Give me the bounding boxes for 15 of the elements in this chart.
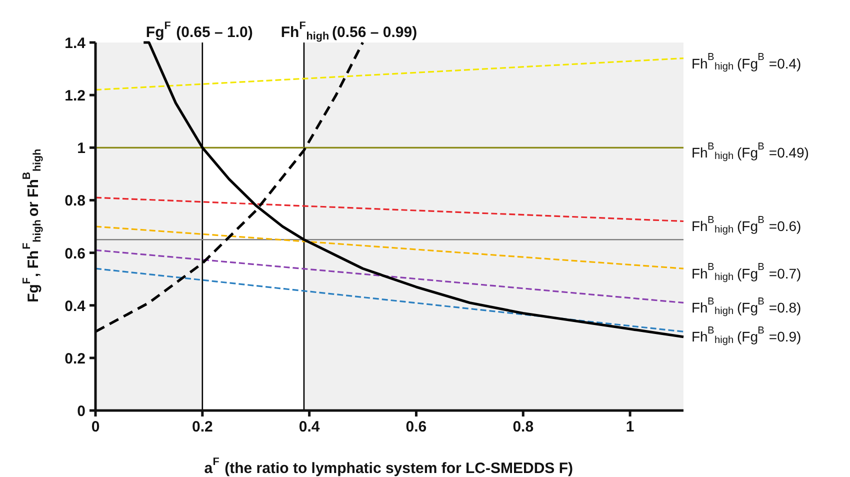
y-tick-label: 1.2 [64, 88, 86, 105]
y-tick-label: 0.2 [64, 350, 86, 368]
x-tick-label: 0.8 [512, 418, 534, 436]
x-tick-label: 0.4 [298, 418, 320, 436]
y-tick-label: 0 [77, 403, 86, 420]
y-axis-title: FgF, FhFhigh or FhBhigh [21, 148, 44, 302]
x-tick-label: 1 [626, 418, 634, 436]
y-tick-label: 0.6 [64, 245, 86, 262]
x-tick-label: 0 [91, 418, 100, 436]
x-tick-label: 0.6 [406, 418, 427, 436]
y-tick-label: 0.8 [64, 192, 86, 210]
y-tick-label: 1.4 [64, 35, 86, 52]
y-tick-label: 0.4 [64, 298, 86, 315]
x-tick-label: 0.2 [192, 418, 213, 436]
y-tick-label: 1 [77, 140, 86, 158]
